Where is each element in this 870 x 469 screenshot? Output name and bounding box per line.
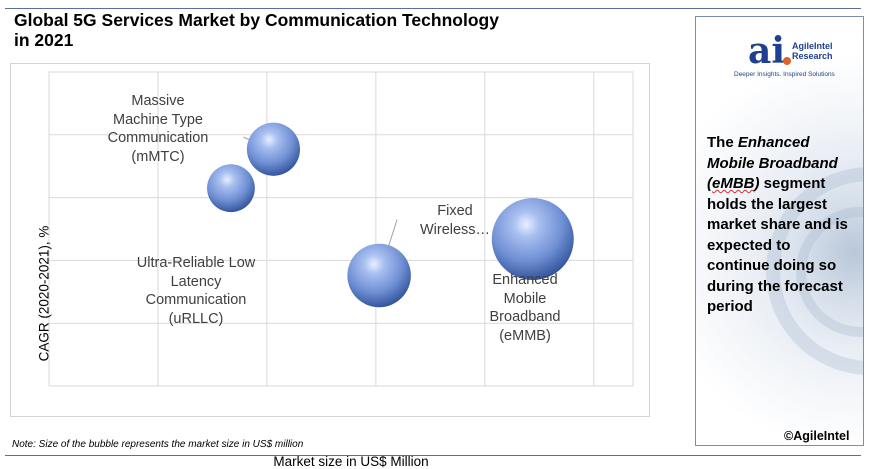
agileintel-logo: ai AgileIntel Research Deeper Insights. … (732, 27, 852, 87)
x-axis-label: Market size in US$ Million (273, 454, 429, 469)
bubble-label-mmtc: Massive Machine Type Communication (mMTC… (107, 93, 209, 165)
bottom-rule (5, 455, 861, 456)
logo-mark: ai (748, 30, 786, 72)
top-rule (5, 8, 861, 9)
copyright: ©AgileIntel (784, 429, 850, 443)
logo-tagline: Deeper Insights. Inspired Solutions (734, 71, 835, 78)
y-axis-label: CAGR (2020-2021), % (36, 225, 52, 362)
chart-frame: CAGR (2020-2021), % Market size in US$ M… (10, 63, 650, 469)
logo-name: AgileIntel Research (792, 41, 833, 61)
bubble-point-0 (246, 122, 301, 176)
bubble-chart (48, 71, 634, 387)
bubble-label-embb: Enhanced Mobile Broadband (eMMB) (489, 272, 561, 344)
footnote: Note: Size of the bubble represents the … (12, 439, 304, 450)
insight-text: The Enhanced Mobile Broadband (eMBB) seg… (707, 134, 848, 315)
insight-panel: ai AgileIntel Research Deeper Insights. … (695, 16, 864, 446)
bubble-point-2 (347, 243, 411, 308)
bubble-point-1 (207, 164, 255, 213)
logo-dot (783, 57, 791, 65)
plot-area (48, 71, 634, 387)
bubble-label-fixed-wireless: Fixed Wireless… (419, 203, 491, 238)
bubble-point-3 (491, 198, 574, 281)
bubble-label-urllc: Ultra-Reliable Low Latency Communication… (136, 255, 256, 327)
chart-title: Global 5G Services Market by Communicati… (14, 10, 499, 50)
